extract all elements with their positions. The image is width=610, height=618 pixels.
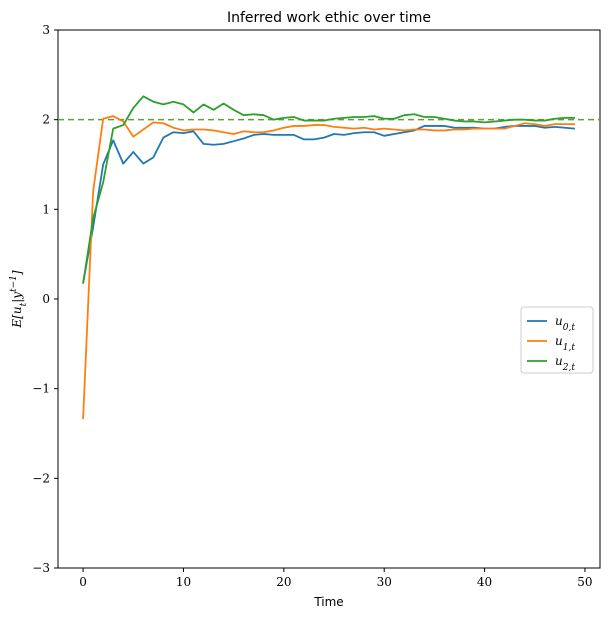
x-tick-label: 10 xyxy=(176,575,191,589)
svg-text:E[ut|yt−1]: E[ut|yt−1] xyxy=(9,270,29,329)
y-tick-label: −1 xyxy=(32,382,50,396)
series-line-1 xyxy=(82,115,575,420)
series-line-0 xyxy=(82,125,575,284)
ylabel-part-mid: |y xyxy=(10,292,24,303)
series-group xyxy=(82,95,575,420)
y-tick-label: −2 xyxy=(32,471,50,485)
ylabel-part-E: E[u xyxy=(10,306,24,328)
x-axis-label: Time xyxy=(313,595,343,609)
ylabel-sup: t−1 xyxy=(9,275,19,292)
y-axis-label: E[ut|yt−1] xyxy=(9,270,29,329)
y-tick-label: 3 xyxy=(42,23,50,37)
y-tick-label: 1 xyxy=(42,202,50,216)
legend-label-1: u1,t xyxy=(555,334,575,353)
y-tick-label: 0 xyxy=(42,292,50,306)
y-tick-label: 2 xyxy=(42,113,50,127)
chart-title: Inferred work ethic over time xyxy=(227,10,431,26)
legend-label-0: u0,t xyxy=(555,314,575,333)
x-tick-label: 20 xyxy=(276,575,291,589)
ylabel-sub-t: t xyxy=(19,302,29,306)
y-tick-label: −3 xyxy=(32,561,50,575)
legend-label-2: u2,t xyxy=(555,354,575,373)
y-axis: −3 −2 −1 0 1 2 3 xyxy=(32,23,58,575)
x-tick-label: 40 xyxy=(477,575,492,589)
legend-box xyxy=(520,306,594,374)
x-tick-label: 30 xyxy=(377,575,392,589)
plot-frame xyxy=(57,29,601,569)
x-tick-label: 0 xyxy=(79,575,87,589)
x-axis: 0 10 20 30 40 50 xyxy=(79,568,593,589)
series-line-2 xyxy=(82,95,575,284)
ylabel-part-end: ] xyxy=(10,270,24,276)
legend: u0,tu1,tu2,t xyxy=(520,306,594,374)
x-tick-label: 50 xyxy=(577,575,592,589)
